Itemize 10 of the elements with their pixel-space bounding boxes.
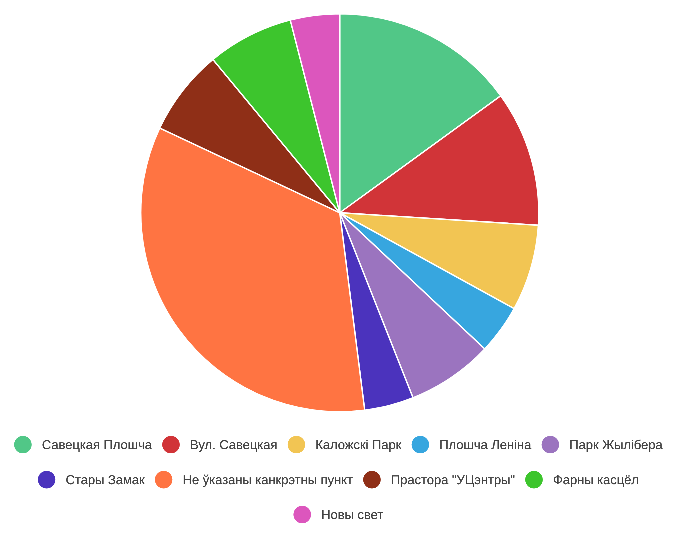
legend-label: Парк Жылібера [570, 440, 663, 452]
legend-label: Плошча Леніна [440, 440, 532, 450]
legend-label: Не ўказаны канкрэтны пункт [184, 474, 353, 488]
legend-label: Савецкая Плошча [42, 440, 152, 452]
legend-label: Новы свет [322, 510, 384, 520]
legend-label: Прастора "УЦэнтры" [392, 476, 515, 488]
legend-label: Каложскі Парк [316, 440, 402, 452]
legend-label: Стары Замак [66, 475, 145, 488]
legend-label: Фарны касцёл [554, 476, 638, 488]
legend-label: Вул. Савецкая [191, 440, 277, 452]
